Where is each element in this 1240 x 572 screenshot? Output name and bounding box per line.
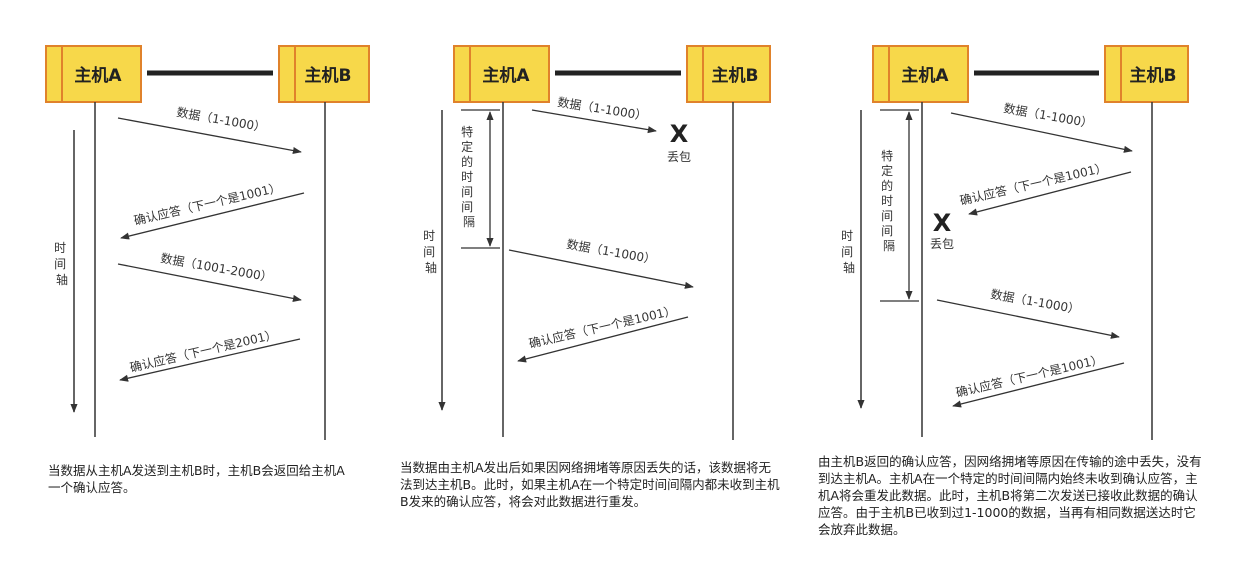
time-axis-char: 轴	[56, 272, 68, 287]
data-message-label: 数据（1-1000）	[989, 286, 1081, 316]
ack-arrow	[952, 362, 1125, 408]
host-b-box: 主机B	[1104, 45, 1189, 103]
interval-char: 定	[461, 139, 473, 154]
data-arrow	[117, 117, 302, 155]
interval-char: 隔	[463, 215, 475, 229]
diagram-3: 主机A 主机B 时 间 轴 特 定 的 时 间 间 隔 数据（1-1000）	[841, 45, 1189, 440]
data-arrow	[117, 263, 302, 302]
interval-char: 间	[881, 209, 893, 223]
diagram-1: 主机A 主机B 时 间 轴 数据（1-1000） 确认应答（下一个是1001） …	[45, 45, 370, 440]
data-arrow	[950, 112, 1133, 153]
host-a-box: 主机A	[453, 45, 550, 103]
time-axis-label: 时 间 轴	[54, 241, 70, 287]
time-axis-char: 间	[841, 245, 853, 259]
packet-lost-label: 丢包	[667, 150, 691, 164]
interval-char: 的	[881, 178, 893, 193]
data-message-label: 数据（1-1000）	[565, 236, 657, 266]
host-b-box: 主机B	[278, 45, 370, 103]
data-message-label: 数据（1-1000）	[175, 104, 267, 134]
host-b-label: 主机B	[305, 65, 352, 86]
host-a-label: 主机A	[901, 65, 949, 86]
interval-char: 间	[461, 200, 473, 214]
ack-message-label: 确认应答（下一个是1001）	[527, 302, 677, 350]
data-message-label: 数据（1001-2000）	[159, 250, 273, 284]
interval-char: 定	[881, 163, 893, 178]
time-axis-char: 轴	[425, 260, 437, 275]
packet-lost-label: 丢包	[930, 237, 954, 251]
data-arrow-lost	[531, 109, 657, 134]
interval-char: 间	[461, 185, 473, 199]
time-axis-char: 时	[423, 229, 435, 243]
diagram-2: 主机A 主机B 时 间 轴 特 定 的 时 间 间 隔 数据（1-1000）	[423, 45, 771, 440]
caption-diagram-2: 当数据由主机A发出后如果因网络拥堵等原因丢失的话，该数据将无法到达主机B。此时，…	[400, 460, 780, 509]
interval-char: 特	[881, 148, 893, 163]
time-axis-char: 间	[423, 245, 435, 259]
data-arrow	[936, 299, 1120, 339]
interval-char: 特	[461, 124, 473, 139]
ack-message-label: 确认应答（下一个是1001）	[954, 351, 1104, 399]
interval-label: 特 定 的 时 间 间 隔	[461, 124, 477, 229]
data-arrow	[508, 249, 694, 289]
host-a-label: 主机A	[482, 65, 530, 86]
host-b-box: 主机B	[686, 45, 771, 103]
host-a-box: 主机A	[872, 45, 969, 103]
time-axis-char: 轴	[843, 260, 855, 275]
ack-message-label: 确认应答（下一个是2001）	[128, 326, 278, 374]
host-a-box: 主机A	[45, 45, 142, 103]
interval-char: 隔	[883, 239, 895, 253]
host-a-label: 主机A	[74, 65, 122, 86]
caption-diagram-1: 当数据从主机A发送到主机B时，主机B会返回给主机A一个确认应答。	[48, 463, 345, 495]
packet-lost-mark: X	[933, 209, 952, 237]
interval-char: 时	[461, 170, 473, 184]
ack-arrow	[517, 316, 689, 363]
interval-label: 特 定 的 时 间 间 隔	[881, 148, 897, 253]
ack-arrow-lost	[968, 171, 1132, 216]
data-message-label: 数据（1-1000）	[557, 94, 649, 123]
time-axis-char: 间	[54, 257, 66, 271]
packet-lost-mark: X	[670, 120, 689, 148]
interval-char: 的	[461, 154, 473, 169]
caption-diagram-3: 由主机B返回的确认应答，因网络拥堵等原因在传输的途中丢失，没有到达主机A。主机A…	[818, 454, 1202, 537]
interval-char: 时	[881, 194, 893, 208]
host-b-label: 主机B	[1130, 65, 1177, 86]
time-axis-char: 时	[54, 241, 66, 255]
host-b-label: 主机B	[712, 65, 759, 86]
time-axis-char: 时	[841, 229, 853, 243]
time-axis-label: 时 间 轴	[841, 229, 857, 275]
ack-arrow	[120, 192, 305, 240]
ack-arrow	[119, 338, 301, 382]
interval-char: 间	[881, 224, 893, 238]
time-axis-label: 时 间 轴	[423, 229, 439, 275]
